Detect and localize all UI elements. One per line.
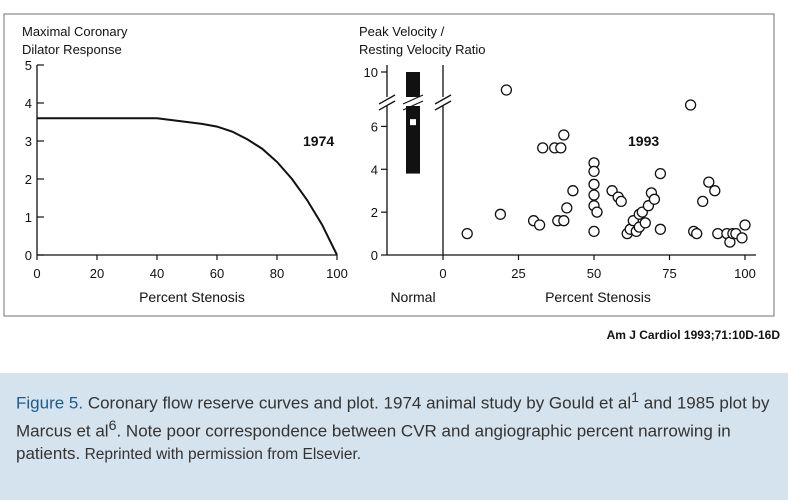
scatter-point [558, 215, 570, 227]
left-x-tick-label: 60 [210, 266, 224, 281]
right-x-tick-label: 25 [511, 266, 525, 281]
left-y-tick-label: 1 [25, 210, 32, 225]
right-x-label: Percent Stenosis [545, 289, 651, 305]
divider-break-mark-2 [434, 100, 452, 111]
left-year-label: 1974 [303, 133, 334, 149]
left-x-label: Percent Stenosis [139, 289, 245, 305]
left-y-tick-label: 3 [25, 134, 32, 149]
scatter-point [703, 176, 715, 188]
right-x-tick-label: 100 [734, 266, 756, 281]
figure-panel: Maximal Coronary Dilator Response 0 20 40 6… [3, 13, 775, 317]
caption-text-1: Coronary flow reserve curves and plot. 1… [83, 393, 632, 413]
figure-border [3, 13, 775, 317]
scatter-point [558, 129, 570, 141]
caption-ref-2: 6 [108, 417, 117, 434]
scatter-point [537, 142, 549, 154]
normal-bar-break-mark-2 [402, 100, 424, 111]
scatter-point [691, 227, 703, 240]
right-x-tick-label: 0 [439, 266, 446, 281]
left-title-line-2: Dilator Response [22, 42, 122, 57]
scatter-point [533, 219, 546, 231]
right-axis-break-mark-2 [378, 100, 396, 111]
normal-mean-marker [410, 119, 416, 126]
source-citation: Am J Cardiol 1993;71:10D-16D [606, 328, 780, 342]
right-axis-break-mark-1 [378, 94, 396, 105]
caption-ref-1: 1 [631, 390, 640, 406]
left-x-tick-label: 20 [90, 266, 104, 281]
scatter-point [494, 208, 507, 220]
normal-bar-break-mark-1 [402, 94, 424, 105]
left-y-tick-label: 4 [25, 96, 32, 111]
scatter-point [588, 189, 600, 201]
scatter-point [736, 232, 748, 244]
right-x-tick-label: 75 [662, 266, 676, 281]
left-y-tick-label: 5 [25, 58, 32, 73]
left-x-tick-label: 0 [33, 266, 40, 281]
right-title-line-1: Peak Velocity / [359, 24, 445, 39]
caption-text-4: Reprinted with permission from Elsevier. [80, 446, 362, 464]
scatter-point [648, 193, 661, 205]
figure-caption: Figure 5. Coronary flow reserve curves a… [0, 373, 788, 500]
right-y-tick-label: 2 [371, 205, 378, 220]
left-y-tick-label: 0 [25, 248, 32, 263]
normal-bar-break-gap [404, 97, 422, 106]
left-x-tick-label: 100 [326, 266, 348, 281]
scatter-point [739, 219, 751, 231]
right-y-tick-label: 0 [371, 248, 378, 263]
left-y-tick-label: 2 [25, 172, 32, 187]
scatter-point [567, 185, 579, 197]
left-series-line [37, 117, 338, 256]
scatter-point [555, 142, 567, 154]
right-y-tick-label: 6 [371, 119, 378, 134]
right-x-tick-label: 50 [587, 266, 601, 281]
scatter-point [639, 217, 651, 229]
right-y-tick-label: 4 [371, 162, 378, 177]
scatter-point [654, 223, 667, 235]
caption-label: Figure 5. [16, 393, 84, 413]
left-x-tick-label: 80 [270, 266, 284, 281]
divider-break-mark-1 [434, 94, 452, 105]
scatter-point [461, 227, 473, 240]
scatter-point [588, 165, 600, 178]
right-title-line-2: Resting Velocity Ratio [359, 42, 485, 57]
scatter-point [561, 202, 573, 214]
right-year-label: 1993 [628, 133, 659, 149]
caption-text-2: and 1985 plot by Marcus et al [16, 393, 770, 441]
scatter-point [709, 185, 721, 197]
scatter-point [588, 225, 600, 238]
scatter-point [697, 195, 709, 208]
right-chart: Peak Velocity / Resting Velocity Ratio 1… [359, 24, 756, 305]
left-chart: Maximal Coronary Dilator Response 0 20 40 6… [22, 24, 348, 305]
caption-text-3: . Note poor correspondence between CVR a… [16, 421, 731, 464]
scatter-point [615, 195, 627, 208]
scatter-point [591, 206, 603, 218]
scatter-point [500, 84, 513, 96]
scatter-point [684, 99, 697, 111]
left-x-tick-label: 40 [150, 266, 164, 281]
right-y-tick-label: 10 [364, 65, 378, 80]
left-title-line-1: Maximal Coronary [22, 24, 128, 39]
scatter-point [588, 178, 600, 190]
normal-label: Normal [390, 289, 435, 305]
scatter-point [654, 167, 667, 180]
